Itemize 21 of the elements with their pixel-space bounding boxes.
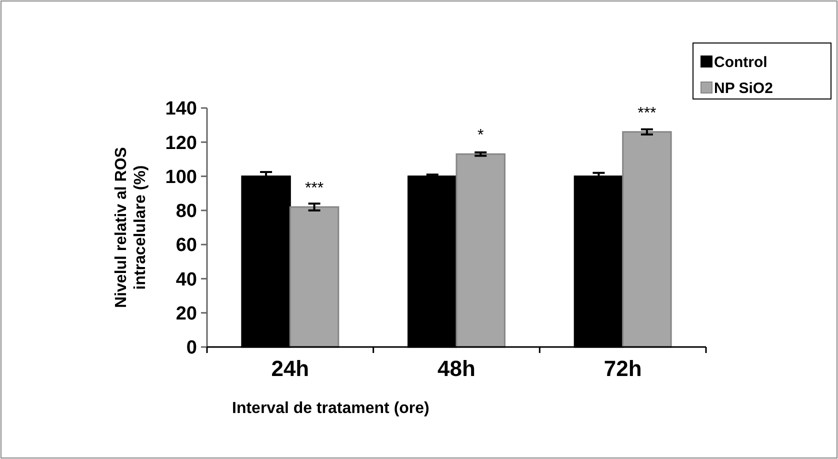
annotation: *** <box>638 104 656 122</box>
y-tick-label: 80 <box>176 201 197 222</box>
y-tick-label: 140 <box>165 98 197 120</box>
legend-label: Control <box>714 54 768 71</box>
annotation: *** <box>304 180 324 198</box>
y-tick-label: 0 <box>186 338 197 359</box>
y-tick-label: 60 <box>176 235 197 256</box>
x-tick-label: 24h <box>271 356 310 381</box>
x-tick-label: 72h <box>604 356 642 381</box>
legend-label: NP SiO2 <box>714 80 773 97</box>
bar <box>456 153 506 348</box>
y-tick-label: 100 <box>165 166 197 188</box>
x-axis-title: Interval de tratament (ore) <box>232 400 430 417</box>
y-axis-title: Nivelul relativ al ROS intracelulare (%) <box>113 146 150 308</box>
y-tick-label: 20 <box>176 304 197 325</box>
y-tick-label: 40 <box>176 269 197 290</box>
x-tick-label: 48h <box>438 356 476 381</box>
y-tick-label: 120 <box>165 132 197 154</box>
bar <box>622 131 672 348</box>
bar <box>289 206 340 348</box>
annotation: * <box>478 127 484 144</box>
